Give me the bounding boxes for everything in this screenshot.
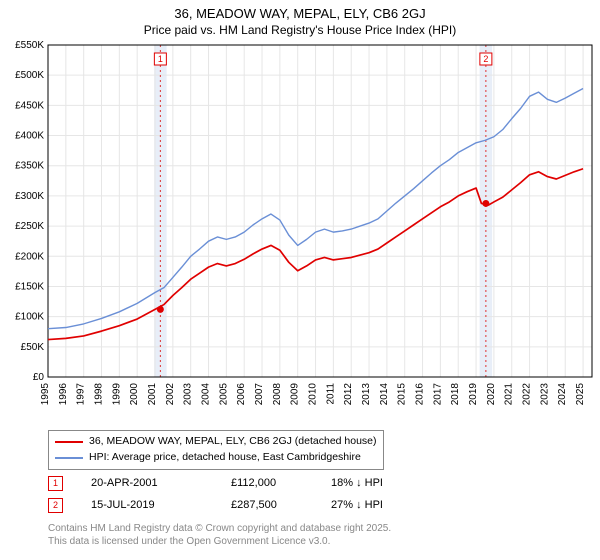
svg-text:£450K: £450K [15,100,44,111]
svg-text:2025: 2025 [575,383,586,406]
svg-text:2023: 2023 [539,383,550,406]
svg-text:2001: 2001 [147,383,158,406]
svg-text:£300K: £300K [15,191,44,202]
svg-text:£100K: £100K [15,312,44,323]
svg-text:2020: 2020 [486,383,497,406]
event-diff: 27% ↓ HPI [331,499,451,511]
event-diff: 18% ↓ HPI [331,477,451,489]
svg-text:2005: 2005 [218,383,229,406]
svg-text:£200K: £200K [15,251,44,262]
svg-text:2011: 2011 [325,383,336,405]
svg-text:2017: 2017 [432,383,443,406]
svg-text:2008: 2008 [272,383,283,406]
svg-text:1999: 1999 [111,383,122,406]
legend-swatch [55,441,83,443]
svg-text:£350K: £350K [15,161,44,172]
svg-text:1: 1 [158,54,163,64]
svg-text:1996: 1996 [58,383,69,406]
svg-text:2018: 2018 [450,383,461,406]
legend-label: HPI: Average price, detached house, East… [89,450,361,466]
copyright-line: Contains HM Land Registry data © Crown c… [48,522,391,535]
legend-row: 36, MEADOW WAY, MEPAL, ELY, CB6 2GJ (det… [55,434,377,450]
event-row: 2 15-JUL-2019 £287,500 27% ↓ HPI [48,494,451,516]
event-date: 20-APR-2001 [91,477,231,489]
svg-text:2: 2 [483,54,488,64]
chart-legend: 36, MEADOW WAY, MEPAL, ELY, CB6 2GJ (det… [48,430,384,470]
price-chart: £0 £50K £100K £150K £200K £250K £300K £350K £400… [0,40,600,425]
event-marker-icon: 1 [48,476,63,491]
legend-swatch [55,457,83,459]
events-table: 1 20-APR-2001 £112,000 18% ↓ HPI 2 15-JU… [48,472,451,516]
svg-text:1995: 1995 [40,383,51,406]
svg-text:2000: 2000 [129,383,140,406]
svg-text:2022: 2022 [522,383,533,406]
svg-text:2009: 2009 [290,383,301,406]
event-marker-icon: 2 [48,498,63,513]
svg-text:1997: 1997 [76,383,87,406]
legend-row: HPI: Average price, detached house, East… [55,450,377,466]
svg-text:2015: 2015 [397,383,408,406]
event-price: £287,500 [231,499,331,511]
svg-text:£0: £0 [33,372,45,383]
svg-text:£50K: £50K [21,342,45,353]
svg-text:2003: 2003 [183,383,194,406]
event-date: 15-JUL-2019 [91,499,231,511]
page-subtitle: Price paid vs. HM Land Registry's House … [0,23,600,39]
svg-text:£500K: £500K [15,70,44,81]
svg-text:£550K: £550K [15,40,44,51]
svg-text:2007: 2007 [254,383,265,406]
svg-text:£250K: £250K [15,221,44,232]
svg-text:2004: 2004 [201,383,212,406]
svg-text:2024: 2024 [557,383,568,406]
svg-text:2014: 2014 [379,383,390,406]
svg-text:2002: 2002 [165,383,176,406]
svg-text:2006: 2006 [236,383,247,406]
svg-text:£150K: £150K [15,281,44,292]
legend-label: 36, MEADOW WAY, MEPAL, ELY, CB6 2GJ (det… [89,434,377,450]
svg-text:2016: 2016 [415,383,426,406]
copyright-line: This data is licensed under the Open Gov… [48,535,391,548]
svg-text:2019: 2019 [468,383,479,406]
svg-text:2021: 2021 [504,383,515,406]
event-price: £112,000 [231,477,331,489]
svg-text:2010: 2010 [308,383,319,406]
svg-text:1998: 1998 [94,383,105,406]
svg-text:2012: 2012 [343,383,354,406]
page-title: 36, MEADOW WAY, MEPAL, ELY, CB6 2GJ [0,6,600,23]
svg-text:2013: 2013 [361,383,372,406]
copyright-notice: Contains HM Land Registry data © Crown c… [48,522,391,548]
event-row: 1 20-APR-2001 £112,000 18% ↓ HPI [48,472,451,494]
svg-text:£400K: £400K [15,131,44,142]
